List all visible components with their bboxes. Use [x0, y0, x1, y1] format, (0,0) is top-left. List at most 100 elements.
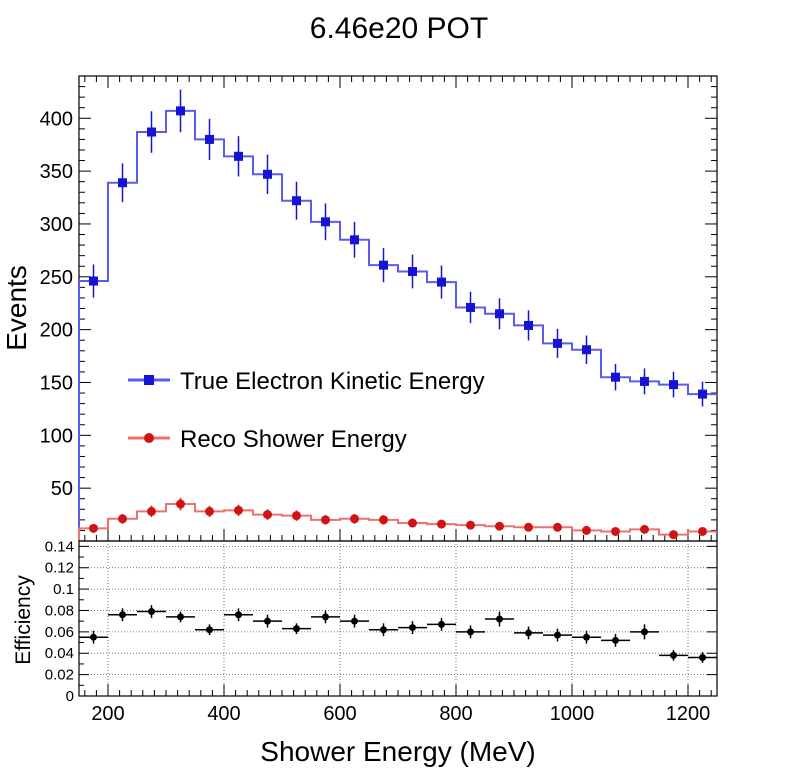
series-1-point: [350, 514, 359, 524]
series-1-point: [698, 526, 707, 536]
series-0-point: [495, 309, 504, 319]
efficiency-plot-frame: [78, 540, 718, 697]
series-1-point: [234, 505, 243, 515]
series-1-point: [147, 506, 156, 516]
series-1-point: [437, 519, 446, 529]
efficiency-ticks: 0 0.02 0.04 0.06 0.08 0.1 0.12 0.14 200 400 600 800…: [45, 538, 717, 725]
series-0-point: [553, 338, 562, 348]
series-0-point: [147, 127, 156, 137]
efficiency-point: [438, 620, 445, 628]
efficiency-grid: [79, 541, 717, 696]
efficiency-y-axis-label: Efficiency: [12, 575, 35, 665]
efficiency-y-tick-label: 0.12: [45, 560, 74, 577]
efficiency-y-tick-label: 0.06: [45, 624, 74, 641]
series-0-histogram-line: [78, 109, 717, 541]
efficiency-point: [148, 608, 155, 616]
events-y-ticks: 50 100 150 200 250 300 350 400: [40, 75, 717, 541]
efficiency-point: [670, 651, 677, 659]
series-1-point: [640, 524, 649, 534]
series-1-point: [292, 511, 301, 521]
efficiency-series: [79, 605, 717, 663]
legend-label-0: True Electron Kinetic Energy: [180, 368, 485, 395]
efficiency-point: [699, 654, 706, 662]
x-tick-label: 200: [91, 703, 124, 725]
efficiency-point: [409, 624, 416, 632]
series-0-point: [118, 178, 127, 188]
efficiency-point: [525, 629, 532, 637]
efficiency-point: [380, 626, 387, 634]
series-1-point: [118, 514, 127, 524]
series-1-point: [582, 525, 591, 535]
events-y-tick-label: 250: [40, 267, 73, 289]
series-1-point: [321, 515, 330, 525]
series-1-point: [263, 510, 272, 520]
events-y-axis-label: Events: [1, 265, 32, 351]
x-tick-label: 1000: [550, 703, 595, 725]
series-1-point: [89, 523, 98, 533]
series-0-point: [698, 389, 707, 399]
series-1-point: [466, 520, 475, 530]
series-0-point: [205, 134, 214, 144]
efficiency-y-tick-label: 0.1: [53, 581, 74, 598]
efficiency-point: [177, 613, 184, 621]
series-1-point: [176, 499, 185, 509]
efficiency-y-tick-label: 0: [66, 688, 74, 705]
series-0-point: [582, 345, 591, 355]
efficiency-y-tick-label: 0.14: [45, 538, 74, 555]
efficiency-point: [293, 625, 300, 633]
legend-marker-1: [144, 433, 154, 443]
x-tick-label: 1200: [666, 703, 711, 725]
series-0-point: [611, 372, 620, 382]
chart-title: 6.46e20 POT: [310, 12, 488, 45]
series-0-point: [234, 151, 243, 161]
series-1-point: [205, 506, 214, 516]
series-0-point: [379, 260, 388, 270]
legend: True Electron Kinetic Energy Reco Shower …: [128, 368, 485, 453]
series-0-point: [437, 277, 446, 287]
series-1-point: [524, 522, 533, 532]
efficiency-point: [90, 633, 97, 641]
series-0-point: [350, 235, 359, 245]
series-0-point: [176, 106, 185, 116]
events-plot-frame: [78, 75, 718, 542]
x-tick-label: 600: [323, 703, 356, 725]
efficiency-y-tick-label: 0.04: [45, 645, 74, 662]
efficiency-y-tick-label: 0.08: [45, 602, 74, 619]
series-0-point: [89, 276, 98, 286]
series-0-point: [524, 320, 533, 330]
legend-label-1: Reco Shower Energy: [180, 426, 407, 453]
efficiency-point: [641, 628, 648, 636]
x-tick-label: 800: [439, 703, 472, 725]
series-0-point: [321, 217, 330, 227]
events-series: [78, 89, 717, 541]
series-1-point: [408, 518, 417, 528]
series-0-point: [640, 376, 649, 386]
x-axis-label: Shower Energy (MeV): [260, 736, 535, 767]
x-tick-label: 400: [207, 703, 240, 725]
series-1-point: [495, 521, 504, 531]
events-panel: 50 100 150 200 250 300 350 400 Events True Elec…: [1, 75, 718, 542]
efficiency-point: [612, 636, 619, 644]
events-y-tick-label: 150: [40, 372, 73, 394]
series-0-point: [292, 196, 301, 206]
efficiency-point: [322, 613, 329, 621]
series-0-point: [466, 302, 475, 312]
series-0-point: [408, 267, 417, 277]
series-1-point: [611, 526, 620, 536]
efficiency-point: [496, 615, 503, 623]
events-y-tick-label: 200: [40, 320, 73, 342]
efficiency-point: [351, 617, 358, 625]
efficiency-panel: 0 0.02 0.04 0.06 0.08 0.1 0.12 0.14 200 400 600 800…: [12, 538, 718, 767]
efficiency-point: [467, 628, 474, 636]
series-0-point: [263, 169, 272, 179]
efficiency-point: [206, 626, 213, 634]
events-y-tick-label: 50: [51, 478, 73, 500]
efficiency-point: [583, 633, 590, 641]
series-1-point: [553, 522, 562, 532]
efficiency-y-tick-label: 0.02: [45, 667, 74, 684]
legend-marker-0: [144, 375, 154, 385]
efficiency-point: [264, 617, 271, 625]
series-1-point: [669, 530, 678, 540]
events-y-tick-label: 400: [40, 108, 73, 130]
